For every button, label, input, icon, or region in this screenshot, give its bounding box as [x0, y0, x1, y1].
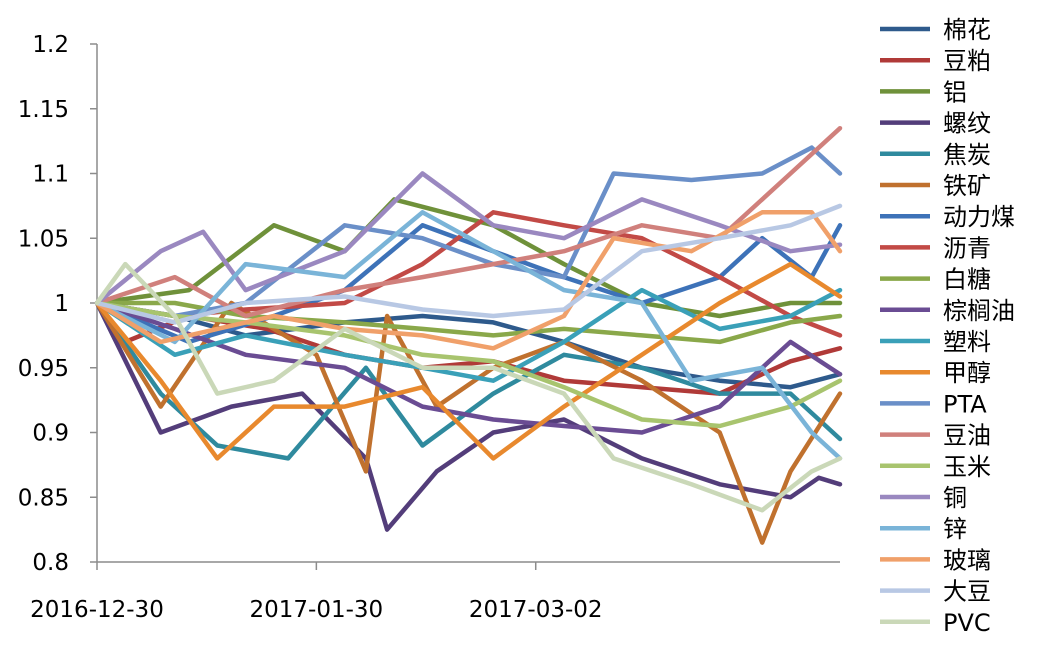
x-axis-ticks: 2016-12-30 2017-01-30 2017-03-02 — [30, 562, 603, 623]
x-tick-label: 2017-01-30 — [250, 597, 384, 623]
legend-label: 棉花 — [943, 16, 991, 44]
y-axis-ticks: 0.8 0.85 0.9 0.95 1 1.05 1.1 1.15 1.2 — [18, 32, 97, 576]
y-tick-label: 1.05 — [18, 226, 69, 252]
y-tick-label: 0.9 — [32, 421, 69, 447]
y-tick-label: 0.85 — [18, 485, 69, 511]
y-tick-label: 0.8 — [32, 550, 69, 576]
legend-label: 沥青 — [943, 234, 991, 262]
legend-label: PVC — [943, 609, 991, 637]
series-lines — [94, 125, 843, 545]
legend-label: 锌 — [943, 515, 967, 543]
legend-label: 铝 — [943, 78, 967, 106]
legend-label: PTA — [943, 390, 987, 418]
legend-label: 塑料 — [943, 328, 991, 356]
legend-label: 豆粕 — [943, 47, 991, 75]
series-line — [94, 197, 843, 319]
y-tick-label: 1.15 — [18, 97, 69, 123]
x-tick-label: 2016-12-30 — [30, 597, 164, 623]
series-line — [94, 300, 843, 429]
legend-label: 螺纹 — [943, 110, 991, 138]
legend-label: 豆油 — [943, 422, 991, 450]
legend-label: 甲醇 — [943, 359, 991, 387]
legend-label: 动力煤 — [943, 203, 1015, 231]
series-line — [94, 261, 843, 513]
series-line — [94, 203, 843, 325]
series-line — [94, 300, 843, 435]
series-line — [94, 210, 843, 351]
series-line — [94, 210, 843, 461]
y-tick-label: 1.2 — [32, 32, 69, 58]
legend-label: 铁矿 — [943, 172, 991, 200]
y-tick-label: 0.95 — [18, 356, 69, 382]
series-line — [94, 125, 843, 319]
legend-label: 焦炭 — [943, 141, 991, 169]
y-tick-label: 1 — [54, 291, 69, 317]
legend-label: 白糖 — [943, 266, 991, 294]
series-line — [94, 287, 843, 383]
y-tick-label: 1.1 — [32, 162, 69, 188]
series-line — [94, 261, 843, 461]
legend-label: 玻璃 — [943, 546, 991, 574]
x-tick-label: 2017-03-02 — [469, 597, 603, 623]
plot-area: 0.8 0.85 0.9 0.95 1 1.05 1.1 1.15 1.2 2016-12-30… — [18, 32, 843, 623]
legend-label: 玉米 — [943, 453, 991, 481]
legend-label: 棕榈油 — [943, 297, 1015, 325]
legend-label: 大豆 — [943, 578, 991, 606]
legend-label: 铜 — [943, 484, 967, 512]
